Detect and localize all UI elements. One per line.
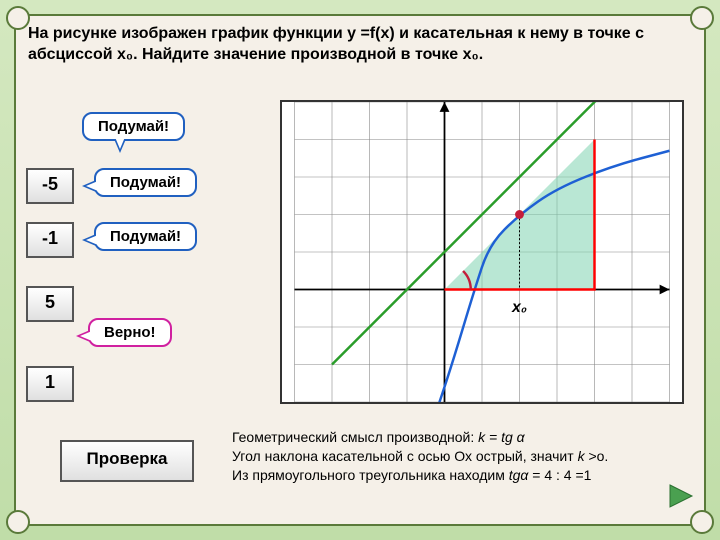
answer-button-2[interactable]: -1	[26, 222, 74, 258]
think-bubble-1: Подумай!	[82, 112, 185, 141]
bubble-text: Подумай!	[110, 174, 181, 191]
corner-decoration	[6, 6, 30, 30]
corner-decoration	[690, 6, 714, 30]
question-text: На рисунке изображен график функции у =f…	[28, 24, 692, 66]
slide: На рисунке изображен график функции у =f…	[0, 0, 720, 540]
svg-text:x₀: x₀	[511, 299, 527, 316]
correct-bubble: Верно!	[88, 318, 172, 347]
graph-svg: x₀	[282, 102, 682, 402]
bubble-text: Подумай!	[98, 118, 169, 135]
answer-button-4[interactable]: 1	[26, 366, 74, 402]
think-bubble-2: Подумай!	[94, 168, 197, 197]
bubble-text: Верно!	[104, 324, 156, 341]
next-arrow-icon[interactable]	[666, 481, 696, 516]
corner-decoration	[6, 510, 30, 534]
answer-button-1[interactable]: -5	[26, 168, 74, 204]
check-button[interactable]: Проверка	[60, 440, 194, 482]
think-bubble-3: Подумай!	[94, 222, 197, 251]
bubble-text: Подумай!	[110, 228, 181, 245]
explanation-text: Геометрический смысл производной: k = tg…	[232, 428, 680, 485]
graph: x₀	[280, 100, 684, 404]
answer-button-3[interactable]: 5	[26, 286, 74, 322]
